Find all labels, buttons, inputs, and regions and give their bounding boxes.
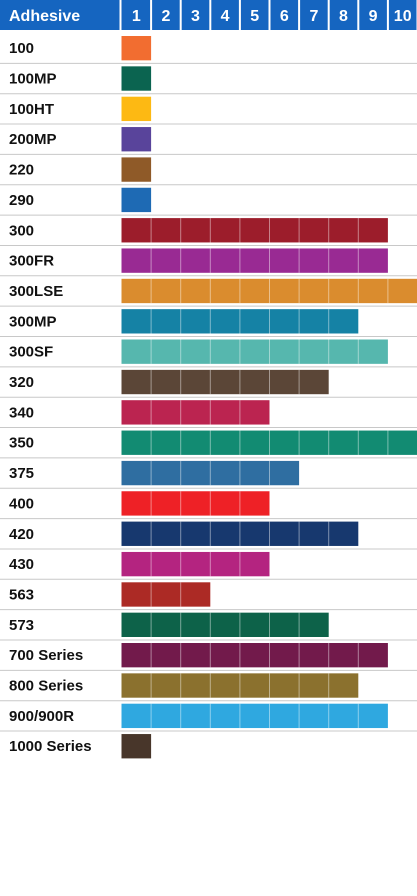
bar <box>121 673 359 698</box>
x-tick-label: 10 <box>394 8 412 25</box>
category-label: 573 <box>9 617 34 634</box>
category-label: 300 <box>9 222 34 239</box>
category-label: 430 <box>9 556 34 573</box>
header-column-divider <box>298 0 301 30</box>
x-tick-label: 3 <box>191 8 200 25</box>
bar <box>121 460 300 486</box>
category-label: 100HT <box>9 101 54 118</box>
bar <box>121 643 388 668</box>
category-label: 900/900R <box>9 708 74 725</box>
category-label: 700 Series <box>9 647 83 664</box>
bar <box>121 218 388 243</box>
category-label: 340 <box>9 404 34 421</box>
bar <box>121 551 270 577</box>
bar <box>121 582 211 607</box>
category-label: 100MP <box>9 71 57 88</box>
header-category-label: Adhesive <box>9 8 80 25</box>
x-tick-label: 5 <box>250 8 259 25</box>
category-label: 800 Series <box>9 678 83 695</box>
category-label: 300FR <box>9 253 54 270</box>
chart-bars <box>121 36 417 759</box>
x-tick-label: 4 <box>221 8 230 25</box>
bar <box>121 36 152 61</box>
header-background <box>0 0 417 30</box>
chart-rows: 100 100MP 100HT 200MP 220 290 300 300FR 300LSE 30… <box>0 40 417 755</box>
x-tick-label: 2 <box>161 8 170 25</box>
bar <box>121 187 152 213</box>
category-label: 420 <box>9 526 34 543</box>
category-label: 350 <box>9 435 34 452</box>
bar <box>121 278 417 304</box>
header-divider <box>119 0 122 30</box>
bar <box>121 96 152 122</box>
category-label: 563 <box>9 586 34 603</box>
bar <box>121 612 329 637</box>
bar <box>121 400 270 425</box>
bar <box>121 339 388 364</box>
x-tick-label: 6 <box>280 8 289 25</box>
header-column-divider <box>179 0 182 30</box>
bar <box>121 66 152 91</box>
header-column-divider <box>386 0 389 30</box>
category-label: 375 <box>9 465 34 482</box>
chart-header: Adhesive 1 2 3 4 5 6 7 8 9 10 <box>0 0 417 30</box>
category-label: 300SF <box>9 344 53 361</box>
header-column-divider <box>238 0 241 30</box>
header-column-divider <box>268 0 271 30</box>
header-column-divider <box>150 0 153 30</box>
category-label: 400 <box>9 495 34 512</box>
bar <box>121 248 388 273</box>
category-label: 200MP <box>9 131 57 148</box>
category-label: 290 <box>9 192 34 209</box>
bar <box>121 430 417 455</box>
bar <box>121 521 359 546</box>
bar <box>121 369 329 395</box>
bar <box>121 491 270 516</box>
category-label: 300MP <box>9 313 57 330</box>
category-label: 1000 Series <box>9 738 92 755</box>
x-tick-label: 9 <box>369 8 378 25</box>
bar <box>121 157 152 182</box>
bar <box>121 309 359 334</box>
header-column-divider <box>357 0 360 30</box>
header-column-divider <box>327 0 330 30</box>
x-tick-label: 7 <box>309 8 318 25</box>
x-tick-label: 1 <box>132 8 141 25</box>
bar <box>121 703 388 729</box>
x-tick-label: 8 <box>339 8 348 25</box>
header-column-divider <box>209 0 212 30</box>
category-label: 320 <box>9 374 34 391</box>
category-label: 220 <box>9 162 34 179</box>
category-label: 300LSE <box>9 283 63 300</box>
bar <box>121 127 152 152</box>
category-label: 100 <box>9 40 34 57</box>
bar <box>121 734 152 759</box>
